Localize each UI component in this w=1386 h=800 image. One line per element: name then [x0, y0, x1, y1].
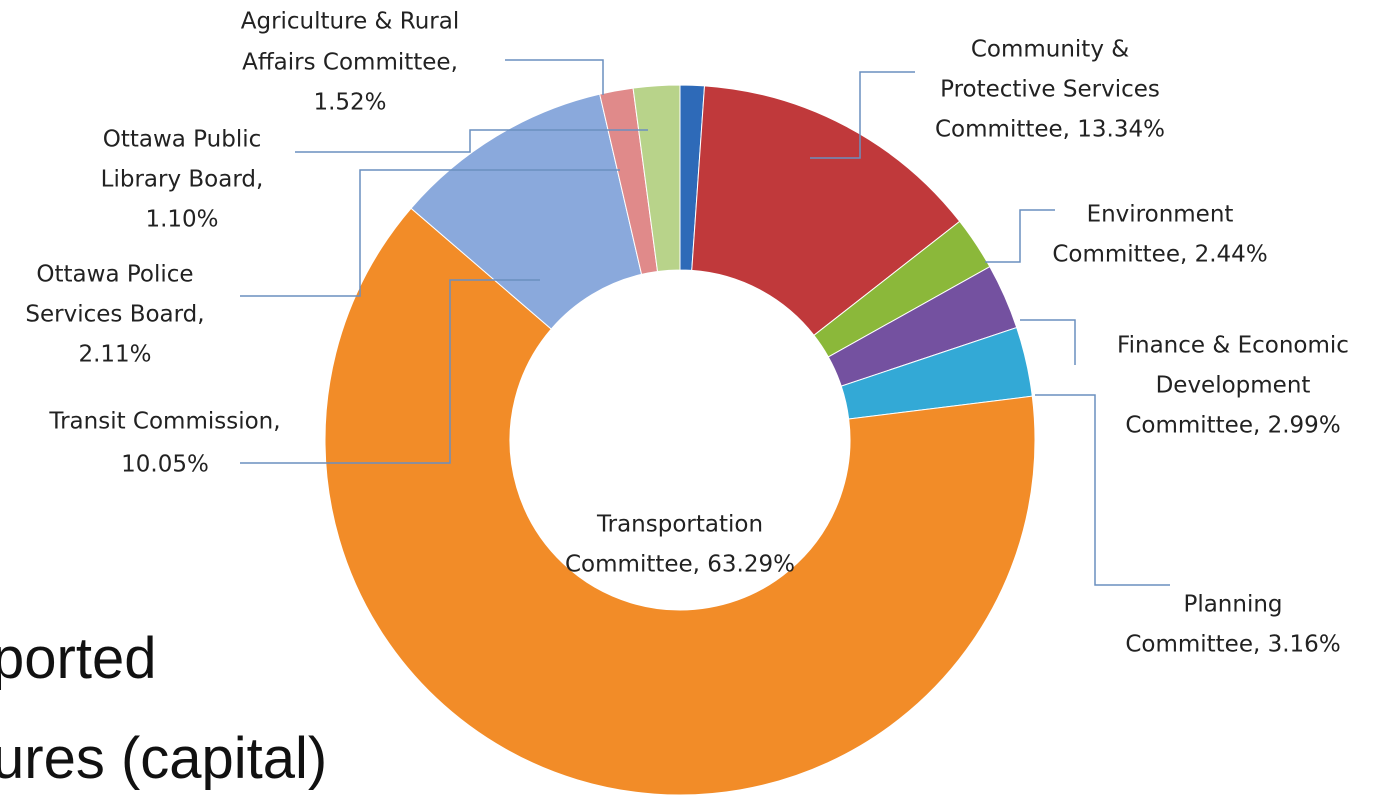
leader-line — [295, 129, 648, 153]
slice-label: Committee, 2.99% — [1125, 413, 1340, 439]
slice-label: Ottawa Police — [36, 262, 193, 288]
slice-label: Committee, 63.29% — [565, 552, 795, 578]
slide-text: ures (capital) — [0, 726, 327, 791]
slice-label: Planning — [1183, 592, 1282, 618]
leader-line — [985, 209, 1055, 263]
slice-label: 1.52% — [313, 90, 386, 116]
donut-slice — [632, 84, 681, 273]
slice-label: Finance & Economic — [1117, 333, 1349, 359]
leader-line — [240, 279, 540, 464]
leader-line — [810, 71, 915, 159]
slice-label: Protective Services — [940, 77, 1160, 103]
slice-label: Committee, 13.34% — [935, 117, 1165, 143]
leader-line — [240, 169, 620, 297]
slice-label: Transit Commission, — [48, 409, 280, 435]
donut-slice — [324, 207, 1036, 796]
slice-label: Community & — [971, 37, 1129, 63]
donut-slice — [410, 93, 643, 330]
donut-slice — [691, 85, 961, 337]
slice-label: Library Board, — [101, 167, 264, 193]
slice-label: Agriculture & Rural — [241, 9, 460, 35]
slice-label: 2.11% — [78, 342, 151, 368]
slice-label: 1.10% — [145, 207, 218, 233]
slice-label: Committee, 2.44% — [1052, 242, 1267, 268]
leader-line — [505, 59, 604, 95]
slice-label: Transportation — [596, 512, 763, 538]
slice-label: Committee, 3.16% — [1125, 632, 1340, 658]
slide-text: ported — [0, 626, 156, 691]
slice-label: Environment — [1087, 202, 1234, 228]
leader-line — [1020, 319, 1076, 365]
slice-label: Ottawa Public — [103, 127, 262, 153]
slice-label: Affairs Committee, — [242, 50, 458, 76]
leader-line — [1035, 394, 1170, 586]
slice-label: 10.05% — [121, 452, 209, 478]
slice-label: Services Board, — [25, 302, 204, 328]
slice-label: Development — [1156, 373, 1311, 399]
